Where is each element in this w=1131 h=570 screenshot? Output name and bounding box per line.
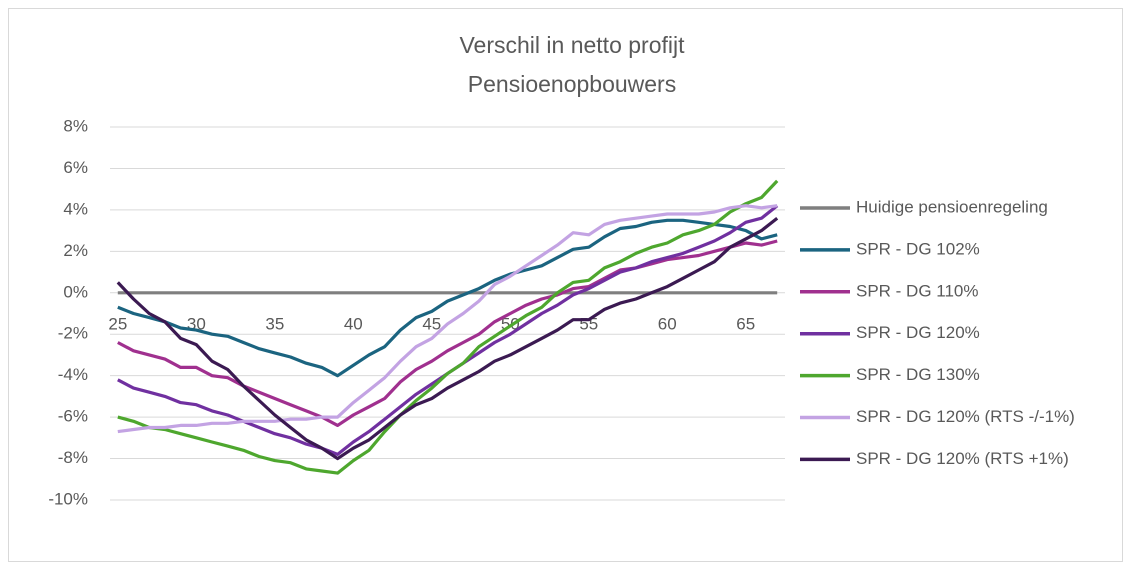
legend-label: SPR - DG 120% (RTS -/-1%) [856,407,1075,426]
legend-label: SPR - DG 120% [856,323,980,342]
y-tick-label: -8% [58,448,88,467]
legend-label: SPR - DG 110% [856,281,979,300]
y-tick-label: 4% [63,199,88,218]
x-tick-label: 45 [422,314,441,333]
series-line [116,216,779,461]
y-tick-label: -2% [58,324,88,343]
x-tick-label: 60 [658,314,677,333]
legend-label: SPR - DG 130% [856,365,980,384]
y-tick-label: -10% [48,489,88,508]
y-tick-label: 2% [63,241,88,260]
chart-title: Verschil in netto profijt [459,32,685,58]
series-line [117,204,778,434]
x-tick-label: 65 [736,314,755,333]
legend-label: SPR - DG 120% (RTS +1%) [856,449,1069,468]
series-line [117,218,778,378]
y-tick-label: -6% [58,407,88,426]
y-tick-label: 8% [63,116,88,135]
x-tick-label: 25 [108,314,127,333]
chart-title: Pensioenopbouwers [468,71,676,97]
x-tick-label: 35 [265,314,284,333]
y-tick-label: 0% [63,282,88,301]
series-line [117,239,778,427]
series-line [117,179,779,475]
legend-label: SPR - DG 102% [856,239,980,258]
x-tick-label: 40 [344,314,363,333]
y-tick-label: -4% [58,365,88,384]
y-tick-label: 6% [63,158,88,177]
legend-label: Huidige pensioenregeling [856,197,1048,216]
chart-border [8,8,1123,562]
